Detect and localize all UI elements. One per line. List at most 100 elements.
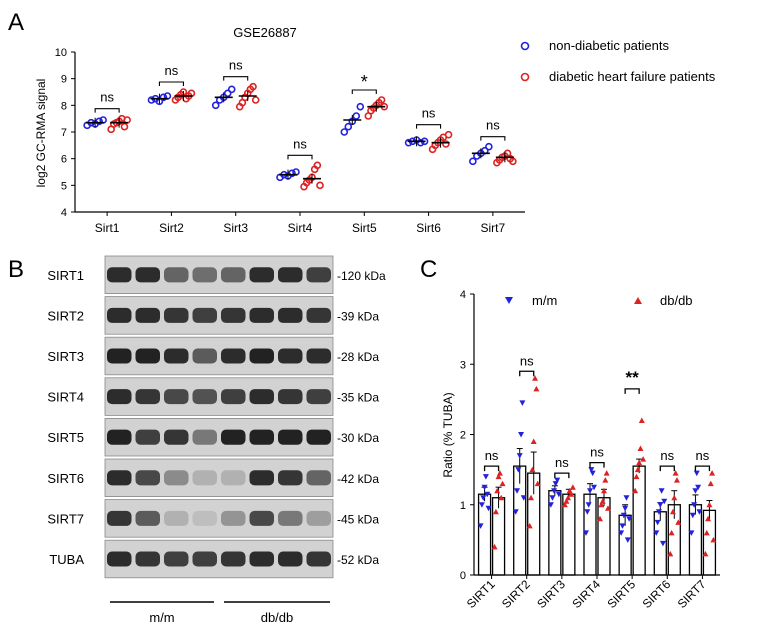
chart-c-point	[547, 502, 554, 508]
chart-a-significance-label: ns	[486, 118, 500, 133]
blot-band	[220, 348, 246, 364]
chart-a-point	[249, 82, 257, 91]
blot-size-label: -28 kDa	[337, 350, 379, 364]
blot-size-label: -30 kDa	[337, 431, 379, 445]
blot-band	[106, 510, 132, 526]
chart-c-point	[565, 494, 572, 501]
chart-a-significance-bracket	[351, 89, 377, 94]
blot-band	[306, 510, 332, 526]
chart-c-point	[603, 470, 610, 476]
chart-c-point	[518, 432, 525, 438]
chart-c-point	[563, 498, 570, 504]
blot-row-label: SIRT6	[47, 471, 84, 486]
blot-size-label: -52 kDa	[337, 553, 379, 567]
chart-c-point	[584, 509, 591, 515]
chart-a-point	[442, 140, 450, 148]
blot-band	[249, 348, 275, 364]
blot-band	[277, 510, 303, 526]
blot-size-label: -45 kDa	[337, 512, 379, 526]
chart-a-significance-label: ns	[422, 106, 436, 121]
blot-band	[220, 389, 246, 405]
legend-marker-dbdb	[634, 297, 642, 304]
blot-row-label: SIRT2	[47, 308, 84, 323]
chart-c-point	[585, 502, 592, 508]
blot-band	[163, 307, 189, 323]
chart-c-significance-bracket	[519, 370, 535, 377]
chart-c-point	[477, 523, 484, 529]
chart-c-point	[657, 502, 664, 508]
chart-a-significance-bracket	[223, 76, 249, 81]
chart-c-point	[692, 488, 699, 494]
blot-band	[220, 470, 246, 486]
chart-c-point	[481, 484, 488, 491]
chart-c-point	[675, 519, 682, 525]
blot-band	[135, 307, 161, 323]
blot-band	[135, 551, 161, 567]
chart-c-point	[555, 491, 562, 498]
blot-band	[163, 470, 189, 486]
blot-band	[249, 470, 275, 486]
chart-a-point	[316, 181, 324, 190]
chart-a-axes: 4 5 6 7 8 9 10 Sirt1 Sirt2 Sirt3 Sirt4 Sirt5 Sirt6 Si…	[55, 47, 525, 235]
chart-a-significance-bracket	[480, 136, 506, 141]
chart-c-point	[498, 494, 505, 501]
blot-band	[163, 510, 189, 526]
chart-c-significance-label: ns	[660, 448, 674, 463]
chart-c-point	[622, 505, 629, 512]
blot-band	[249, 307, 275, 323]
blot-band	[249, 267, 275, 283]
chart-c-significance-label: ns	[485, 448, 499, 463]
chart-c-point	[705, 515, 712, 522]
blot-row-label: SIRT7	[47, 511, 84, 526]
chart-a-x-tick-label: Sirt7	[481, 221, 506, 235]
blot-band	[163, 267, 189, 283]
chart-c-point	[659, 540, 666, 547]
chart-c-significance-bracket	[483, 465, 500, 472]
chart-a-point	[356, 102, 365, 111]
chart-c-point	[554, 477, 561, 484]
chart-c-point	[532, 375, 539, 381]
blot-band	[106, 470, 132, 486]
chart-c-x-tick-label: SIRT2	[499, 577, 533, 611]
chart-a-point	[416, 138, 425, 147]
blot-band	[106, 348, 132, 364]
chart-c-point	[671, 494, 678, 501]
blot-band	[192, 307, 218, 323]
blot-band	[220, 510, 246, 526]
chart-a-significance-bracket	[94, 108, 120, 113]
blot-band	[306, 470, 332, 486]
chart-a-title: GSE26887	[233, 25, 297, 40]
blot-band	[220, 307, 246, 323]
chart-c-point	[691, 502, 698, 508]
chart-c-point	[589, 470, 596, 477]
blot-band	[106, 429, 132, 445]
blot-band	[163, 551, 189, 567]
chart-a-point	[352, 112, 361, 120]
blot-band	[192, 389, 218, 405]
chart-a-point	[444, 130, 453, 139]
blot-band	[135, 510, 161, 526]
chart-c-point	[632, 487, 639, 494]
chart-c-point	[710, 536, 717, 543]
chart-c-point	[702, 550, 709, 557]
chart-c-point	[561, 501, 568, 508]
chart-a-significance-label: *	[361, 72, 368, 92]
chart-c-point	[496, 470, 503, 476]
chart-c-x-tick-label: SIRT6	[640, 577, 674, 611]
chart-a-legend: non-diabetic patients diabetic heart fai…	[520, 38, 716, 84]
blot-band	[306, 551, 332, 567]
chart-a-point	[377, 96, 386, 104]
chart-c-point	[480, 495, 487, 501]
blot-band	[135, 429, 161, 445]
chart-c-point	[588, 467, 595, 473]
blot-band	[106, 389, 132, 405]
chart-c-ylabel: Ratio (% TUBA)	[441, 392, 455, 477]
chart-a-y-tick-label: 10	[55, 47, 67, 59]
chart-c-point	[530, 438, 537, 445]
blot-band	[220, 551, 246, 567]
blot-band	[192, 470, 218, 486]
blot-band	[163, 389, 189, 405]
blot-band	[135, 389, 161, 405]
blot-band	[277, 307, 303, 323]
chart-c-point	[624, 537, 631, 543]
